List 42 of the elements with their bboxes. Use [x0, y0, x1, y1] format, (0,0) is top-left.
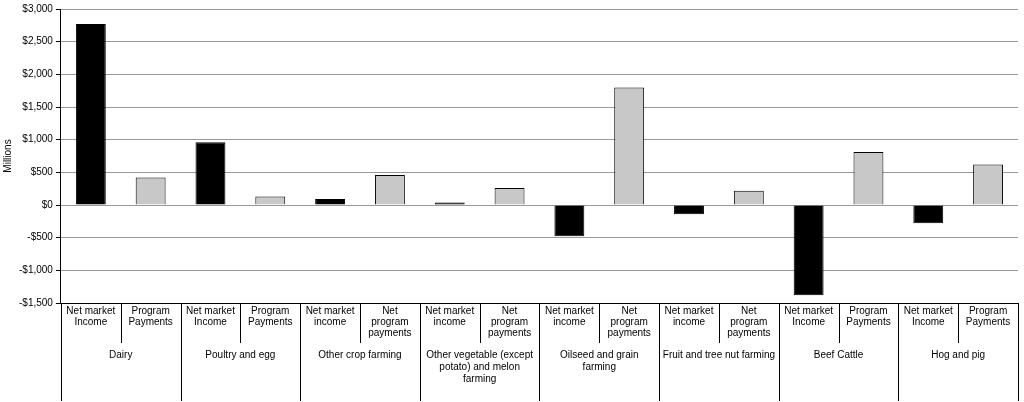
x-tick-label: Net program payments — [727, 305, 771, 339]
y-tick-label: $0 — [41, 198, 54, 210]
x-tick-label: Net market income — [305, 305, 355, 328]
text: Other crop farming — [318, 348, 402, 360]
x-tick-label: Net program payments — [368, 305, 412, 339]
x-tick-label: Program Payments — [248, 305, 293, 328]
bar — [674, 205, 704, 215]
y-tick-label: $1,500 — [22, 100, 54, 112]
y-tick-label: -$500 — [27, 231, 54, 243]
text: Poultry and egg — [205, 348, 276, 360]
y-tick-label: -$1,500 — [18, 296, 54, 308]
y-axis-title: Millions — [1, 139, 13, 173]
x-tick-label: Net market Income — [66, 305, 116, 328]
text: Fruit and tree nut farming — [662, 348, 776, 360]
x-tick-label: Program Payments — [846, 305, 891, 328]
bar — [75, 24, 106, 205]
bar — [554, 205, 585, 237]
text: Hog and pig — [931, 348, 986, 360]
bar — [315, 199, 346, 205]
bar — [913, 205, 944, 224]
y-tick-label: $500 — [30, 166, 54, 178]
x-tick-label: Net program payments — [487, 305, 532, 339]
y-tick-label: $2,000 — [22, 68, 54, 80]
text: Oilseed and grain farming — [560, 348, 639, 372]
text: Beef Cattle — [813, 348, 864, 360]
x-tick-label: Net market Income — [784, 305, 834, 328]
x-tick-label: Net market income — [544, 305, 595, 328]
x-tick-label: Net program payments — [607, 305, 651, 339]
x-tick-label: Net market Income — [186, 305, 236, 328]
y-tick-label: -$1,000 — [18, 264, 54, 276]
text: Other vegetable (except potato) and melon farming — [426, 348, 534, 384]
y-tick-label: $1,000 — [22, 133, 54, 145]
x-tick-label: Program Payments — [965, 305, 1011, 328]
y-tick-label: $2,500 — [22, 35, 54, 47]
x-tick-label: Program Payments — [128, 305, 173, 328]
x-tick-label: Net market income — [664, 305, 714, 328]
x-tick-label: Net market Income — [903, 305, 953, 328]
bar — [195, 142, 226, 205]
y-tick-label: $3,000 — [22, 2, 54, 14]
bar — [793, 205, 824, 296]
text: Dairy — [109, 348, 133, 360]
x-tick-label: Net market income — [425, 305, 475, 328]
